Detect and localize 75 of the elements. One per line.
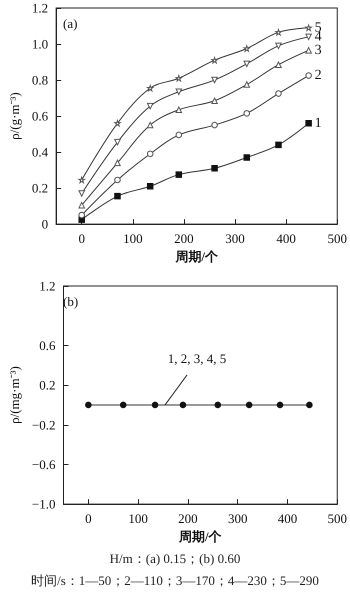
- x-tick-label: 400: [276, 231, 296, 246]
- y-tick-label: 0.8: [32, 72, 48, 88]
- point: [211, 122, 218, 128]
- x-tick-label: 500: [328, 511, 347, 526]
- series-label: 1: [314, 116, 322, 131]
- point: [176, 88, 182, 95]
- y-tick-label: 1.0: [32, 36, 48, 52]
- point: [78, 190, 85, 197]
- x-tick-label: 100: [123, 231, 143, 246]
- x-tick-label: 200: [178, 511, 198, 526]
- y-tick-label: 0: [42, 216, 48, 232]
- point: [275, 90, 282, 97]
- text: H/m：(a) 0.15；(b) 0.60: [108, 550, 242, 568]
- y-axis-title: ρ/(mg·m⁻³): [7, 366, 22, 424]
- point: [176, 171, 182, 178]
- point: [78, 176, 85, 184]
- point: [146, 102, 154, 110]
- y-tick-label: −0.6: [32, 456, 56, 472]
- point: [244, 60, 250, 68]
- y-tick-label: 0.2: [39, 378, 56, 393]
- point: [114, 120, 121, 127]
- point: [114, 176, 121, 184]
- point: [211, 97, 218, 104]
- point: [275, 29, 282, 36]
- point: [244, 45, 250, 52]
- point: [211, 76, 218, 84]
- y-tick-label: −1.0: [32, 496, 56, 512]
- y-tick-label: 0.6: [32, 108, 49, 124]
- point: [275, 61, 282, 68]
- x-axis-title: 周期/个: [178, 529, 223, 544]
- y-tick-label: 0.2: [32, 180, 48, 196]
- x-tick-label: 0: [78, 231, 85, 246]
- y-tick-label: −0.2: [32, 417, 56, 432]
- x-tick-label: 400: [278, 511, 298, 526]
- point: [114, 138, 121, 146]
- y-tick-label: 1.2: [39, 278, 56, 294]
- point: [244, 110, 250, 117]
- point: [305, 47, 312, 54]
- y-tick-label: 0.6: [39, 338, 56, 353]
- x-tick-label: 0: [85, 511, 92, 526]
- series-label: 2: [314, 68, 322, 84]
- point: [305, 72, 312, 79]
- y-tick-label: 0.4: [32, 144, 49, 160]
- series-label: 3: [314, 42, 322, 58]
- point: [275, 42, 282, 50]
- point: [211, 56, 218, 64]
- x-tick-label: 200: [174, 231, 194, 246]
- point: [305, 24, 312, 32]
- point: [176, 74, 182, 82]
- point: [176, 106, 182, 113]
- point: [146, 122, 154, 128]
- x-tick-label: 300: [228, 511, 248, 526]
- point: [78, 202, 85, 208]
- y-tick-label: 1.2: [32, 0, 48, 16]
- point: [114, 192, 121, 200]
- y-axis-title: ρ/(g·m⁻³): [7, 92, 22, 140]
- point: [146, 150, 154, 158]
- point: [305, 120, 312, 127]
- point: [211, 165, 218, 172]
- point: [78, 212, 85, 218]
- point: [275, 142, 282, 148]
- x-tick-label: 100: [128, 511, 148, 526]
- text: (a): [63, 16, 78, 31]
- point: [176, 132, 182, 138]
- x-axis-title: 周期/个: [174, 249, 219, 264]
- x-tick-label: 300: [225, 231, 245, 246]
- point: [114, 160, 121, 166]
- x-tick-label: 500: [328, 231, 347, 246]
- point: [146, 84, 154, 92]
- annotation: 1, 2, 3, 4, 5: [168, 350, 226, 366]
- point: [305, 34, 312, 40]
- point: [244, 154, 250, 161]
- point: [146, 183, 154, 190]
- point: [244, 81, 250, 88]
- text: 时间/s：1—50；2—110；3—170；4—230；5—290: [30, 572, 320, 590]
